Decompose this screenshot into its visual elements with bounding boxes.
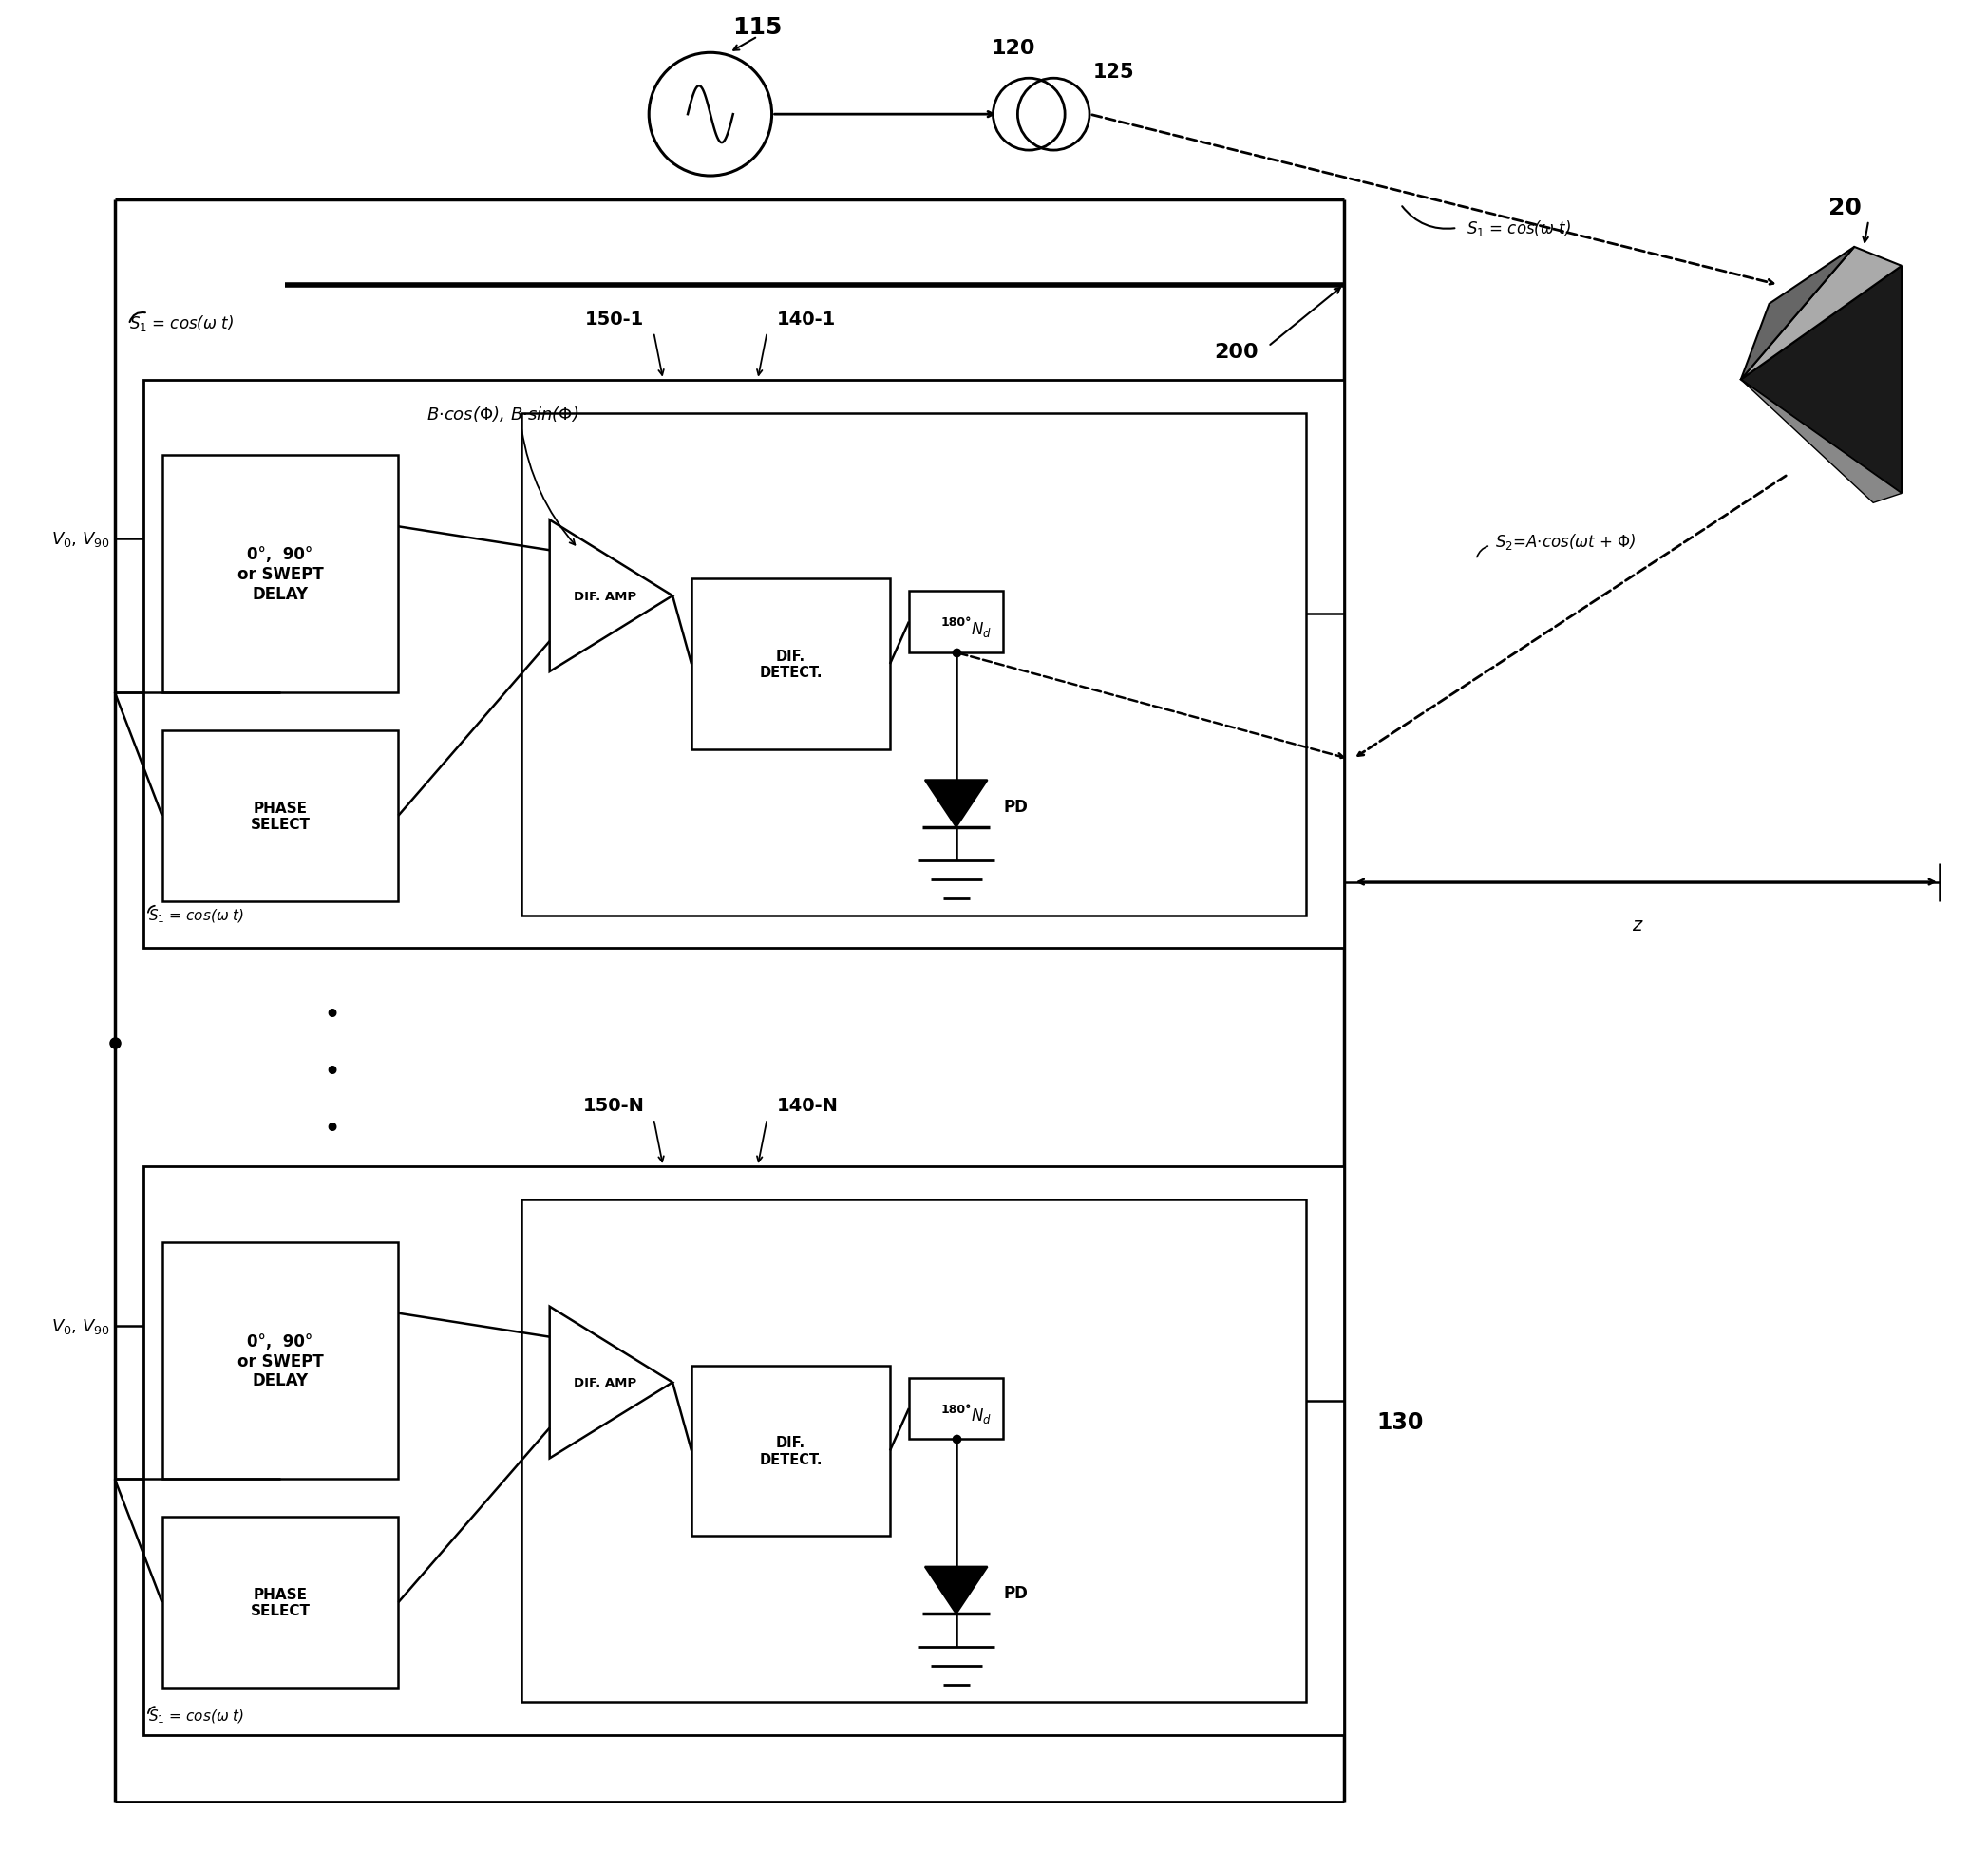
Text: DIF. AMP: DIF. AMP	[575, 1376, 636, 1389]
FancyBboxPatch shape	[163, 1243, 398, 1480]
Text: 120: 120	[990, 39, 1036, 57]
Text: $N_d$: $N_d$	[970, 1406, 992, 1424]
FancyBboxPatch shape	[692, 1365, 891, 1535]
FancyBboxPatch shape	[143, 381, 1344, 949]
FancyBboxPatch shape	[521, 1201, 1306, 1702]
Text: 0°,  90°
or SWEPT
DELAY: 0°, 90° or SWEPT DELAY	[237, 1332, 324, 1389]
Text: $S_1$ = cos($\omega$ t): $S_1$ = cos($\omega$ t)	[147, 1708, 245, 1724]
FancyBboxPatch shape	[909, 592, 1004, 653]
Text: •: •	[324, 1116, 340, 1143]
Polygon shape	[924, 1567, 988, 1613]
Text: 180°: 180°	[940, 1402, 972, 1415]
FancyBboxPatch shape	[692, 579, 891, 749]
Text: $S_1$ = cos($\omega$ t): $S_1$ = cos($\omega$ t)	[1467, 218, 1571, 239]
Text: 150-1: 150-1	[584, 311, 644, 327]
Text: $S_2$=A$\cdot$cos($\omega$t + $\Phi$): $S_2$=A$\cdot$cos($\omega$t + $\Phi$)	[1495, 531, 1636, 551]
Text: 125: 125	[1093, 63, 1135, 81]
Polygon shape	[1741, 248, 1855, 381]
FancyBboxPatch shape	[521, 413, 1306, 916]
Text: 150-N: 150-N	[582, 1097, 644, 1114]
Text: 115: 115	[734, 17, 783, 39]
Text: 0°,  90°
or SWEPT
DELAY: 0°, 90° or SWEPT DELAY	[237, 546, 324, 603]
Polygon shape	[1741, 381, 1903, 503]
FancyBboxPatch shape	[163, 457, 398, 694]
FancyBboxPatch shape	[163, 731, 398, 901]
FancyBboxPatch shape	[909, 1378, 1004, 1439]
FancyBboxPatch shape	[143, 1167, 1344, 1735]
Text: 130: 130	[1378, 1412, 1423, 1434]
Text: PD: PD	[1004, 797, 1028, 816]
Text: DIF.
DETECT.: DIF. DETECT.	[759, 649, 823, 679]
Text: $N_d$: $N_d$	[970, 620, 992, 638]
Text: $V_0$, $V_{90}$: $V_0$, $V_{90}$	[52, 529, 109, 549]
Text: DIF.
DETECT.: DIF. DETECT.	[759, 1436, 823, 1467]
FancyBboxPatch shape	[163, 1517, 398, 1687]
Polygon shape	[1741, 266, 1903, 494]
Text: DIF. AMP: DIF. AMP	[575, 590, 636, 603]
Text: B$\cdot$cos($\Phi$), B$\cdot$sin($\Phi$): B$\cdot$cos($\Phi$), B$\cdot$sin($\Phi$)	[427, 403, 579, 424]
Text: $S_1$ = cos($\omega$ t): $S_1$ = cos($\omega$ t)	[129, 313, 233, 333]
Text: •: •	[324, 1058, 340, 1086]
Text: 140-1: 140-1	[777, 311, 835, 327]
Text: 20: 20	[1829, 196, 1861, 218]
Text: z: z	[1632, 916, 1642, 934]
Text: $V_0$, $V_{90}$: $V_0$, $V_{90}$	[52, 1315, 109, 1336]
Polygon shape	[924, 781, 988, 827]
Text: PHASE
SELECT: PHASE SELECT	[250, 1587, 310, 1617]
Text: PHASE
SELECT: PHASE SELECT	[250, 801, 310, 831]
Polygon shape	[1741, 248, 1903, 381]
Text: PD: PD	[1004, 1584, 1028, 1602]
Text: 180°: 180°	[940, 616, 972, 629]
Text: 200: 200	[1215, 342, 1258, 361]
Text: 140-N: 140-N	[777, 1097, 839, 1114]
Text: •: •	[324, 1001, 340, 1029]
Text: $S_1$ = cos($\omega$ t): $S_1$ = cos($\omega$ t)	[147, 906, 245, 925]
